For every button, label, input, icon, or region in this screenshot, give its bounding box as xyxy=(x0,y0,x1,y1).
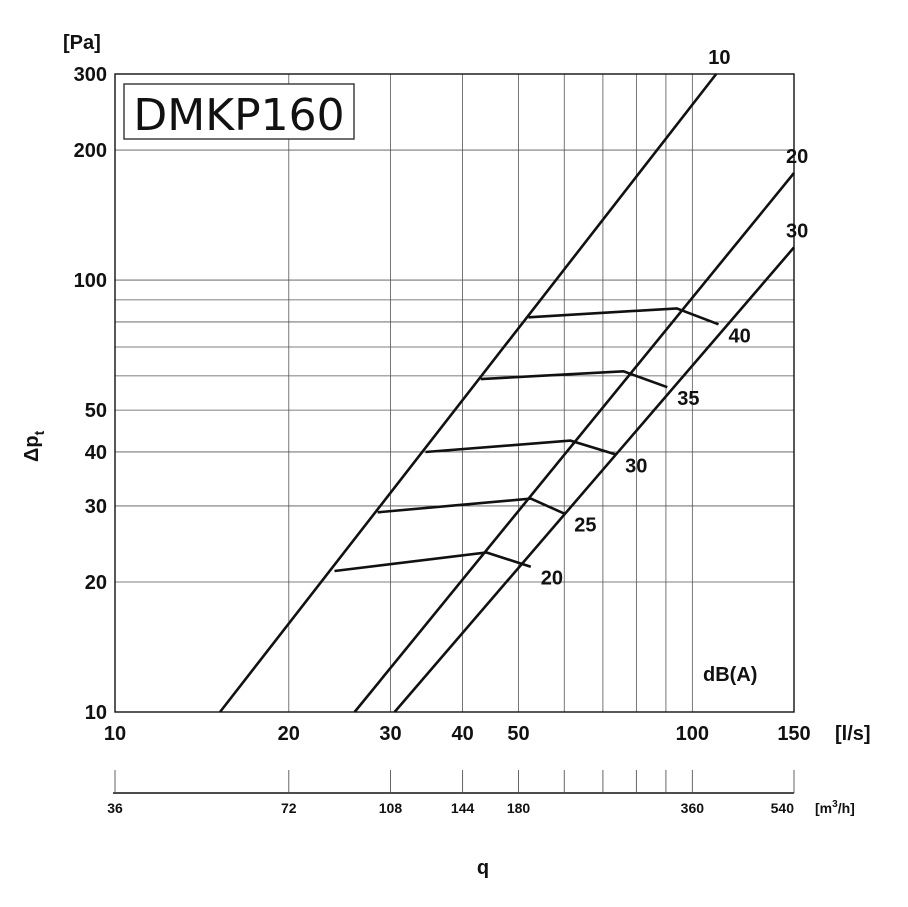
noise-level-label: 25 xyxy=(574,515,596,537)
x-tick-label: 20 xyxy=(278,723,300,745)
secondary-tick-label: 144 xyxy=(451,800,475,816)
secondary-tick-label: 72 xyxy=(281,800,297,816)
x-tick-label: 10 xyxy=(104,723,126,745)
plot-frame xyxy=(114,73,795,713)
noise-level-label: 20 xyxy=(541,568,563,590)
noise-level-curves xyxy=(334,307,719,573)
x-tick-label: 150 xyxy=(777,723,810,745)
series-label: 30 xyxy=(786,220,808,242)
secondary-unit-tail: /h] xyxy=(838,800,855,816)
y-tick-label: 200 xyxy=(74,140,107,162)
flow-curves xyxy=(218,73,796,713)
y-axis-label-main: Δp xyxy=(21,435,43,462)
y-tick-label: 20 xyxy=(85,572,107,594)
noise-level-line xyxy=(334,551,532,573)
noise-level-line xyxy=(425,439,616,456)
secondary-unit-sup: 3 xyxy=(832,799,838,810)
series-label: 10 xyxy=(708,47,730,69)
noise-unit: dB(A) xyxy=(703,664,757,686)
secondary-tick-label: 360 xyxy=(681,800,705,816)
noise-level-label: 30 xyxy=(625,455,647,477)
secondary-tick-label: 180 xyxy=(507,800,531,816)
x-tick-label: 30 xyxy=(379,723,401,745)
y-tick-label: 40 xyxy=(85,442,107,464)
y-tick-label: 100 xyxy=(74,270,107,292)
x-tick-label: 40 xyxy=(451,723,473,745)
series-line xyxy=(218,73,718,713)
chart-title: DMKP160 xyxy=(133,90,344,141)
noise-level-label: 40 xyxy=(729,325,751,347)
series-label: 20 xyxy=(786,146,808,168)
y-axis-label: Δpt xyxy=(21,430,47,462)
series-line xyxy=(393,246,795,713)
y-unit: [Pa] xyxy=(63,32,101,54)
x-tick-label: 50 xyxy=(507,723,529,745)
x-axis-label: q xyxy=(477,857,489,879)
tick-labels: 10 20 30 20 25 30 35 40 10 20 30 40 50 100 150 10 20 30 40… xyxy=(74,47,811,745)
noise-level-line xyxy=(377,497,565,515)
secondary-tick-label: 540 xyxy=(771,800,795,816)
noise-level-label: 35 xyxy=(677,388,699,410)
secondary-axis-ticks: 36 72 108 144 180 360 540 xyxy=(107,770,795,816)
y-tick-label: 300 xyxy=(74,64,107,86)
x-tick-label: 100 xyxy=(676,723,709,745)
y-tick-label: 50 xyxy=(85,400,107,422)
y-tick-label: 30 xyxy=(85,496,107,518)
secondary-unit-main: [m xyxy=(815,800,832,816)
noise-level-line xyxy=(480,369,668,389)
secondary-tick-label: 36 xyxy=(107,800,123,816)
noise-level-line xyxy=(528,307,719,326)
secondary-axis-unit: [m3/h] xyxy=(815,799,855,816)
x-unit: [l/s] xyxy=(835,723,871,745)
secondary-tick-label: 108 xyxy=(379,800,403,816)
y-axis-label-sub: t xyxy=(31,430,47,435)
title-box xyxy=(123,83,355,140)
y-tick-label: 10 xyxy=(85,702,107,724)
